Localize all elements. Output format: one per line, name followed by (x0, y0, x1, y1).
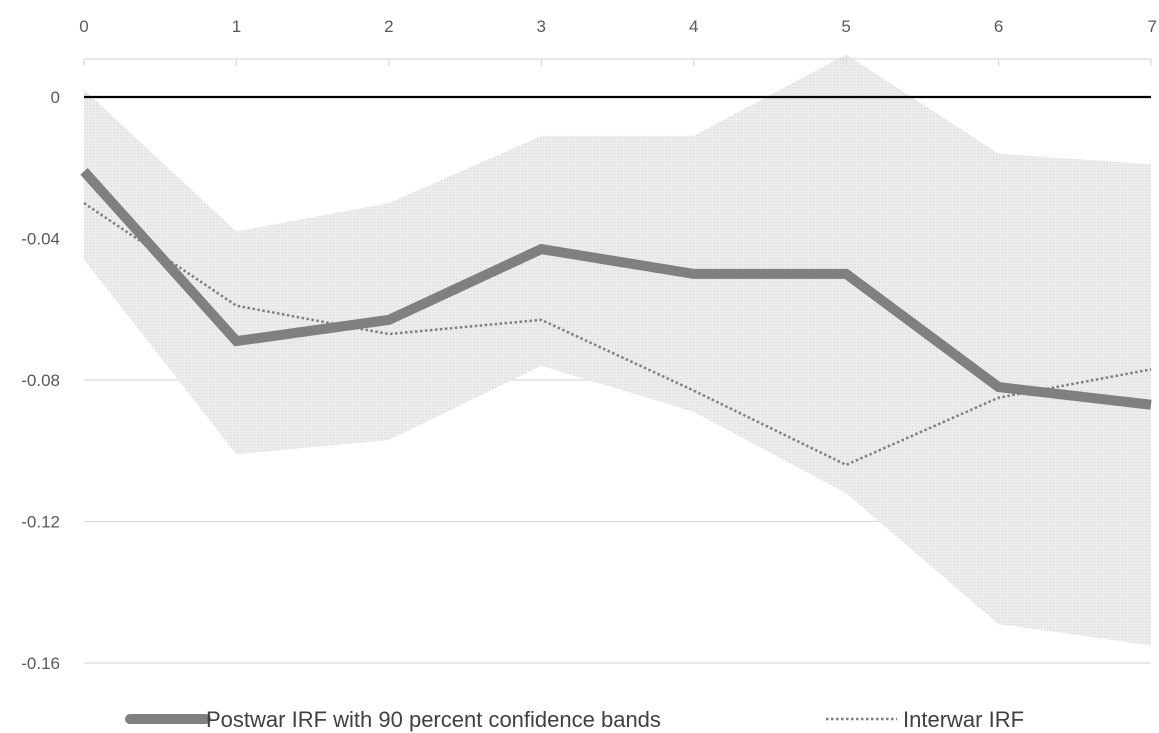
y-tick-label-1: -0.04 (21, 230, 60, 249)
legend: Postwar IRF with 90 percent confidence b… (125, 707, 1024, 732)
x-tick-label-3: 3 (537, 17, 546, 36)
series-line-postwar (80, 167, 1152, 410)
y-tick-label-2: -0.08 (21, 371, 60, 390)
x-tick-label-4: 4 (689, 17, 698, 36)
y-tick-label-0: 0 (51, 88, 60, 107)
series-layer (80, 167, 1152, 467)
y-tick-label-4: -0.16 (21, 654, 60, 673)
x-tick-label-5: 5 (841, 17, 850, 36)
x-tick-label-0: 0 (79, 17, 88, 36)
y-tick-label-3: -0.12 (21, 513, 60, 532)
x-axis: 0 1 2 3 4 5 6 7 (79, 17, 1157, 66)
legend-label-postwar: Postwar IRF with 90 percent confidence b… (206, 707, 661, 732)
x-tick-label-1: 1 (232, 17, 241, 36)
x-tick-label-2: 2 (384, 17, 393, 36)
x-tick-label-6: 6 (994, 17, 1003, 36)
confidence-band (84, 54, 1151, 646)
legend-label-interwar: Interwar IRF (903, 707, 1024, 732)
x-tick-label-7: 7 (1148, 17, 1157, 36)
series-line-interwar (83, 202, 1152, 467)
confidence-band-layer (84, 54, 1151, 646)
y-axis: 0 -0.04 -0.08 -0.12 -0.16 (21, 88, 60, 673)
